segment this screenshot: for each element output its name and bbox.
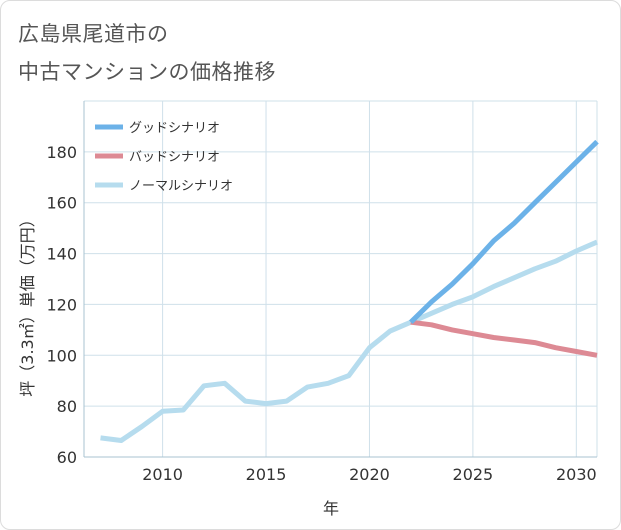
x-tick-label-2030: 2030 bbox=[556, 465, 597, 484]
series-line-1 bbox=[409, 139, 599, 324]
x-axis-label: 年 bbox=[323, 499, 339, 518]
series-lines bbox=[100, 139, 599, 443]
y-tick-label-100: 100 bbox=[46, 346, 77, 365]
axes bbox=[83, 101, 597, 458]
y-tick-label-120: 120 bbox=[46, 295, 77, 314]
x-tick-label-2020: 2020 bbox=[349, 465, 390, 484]
tick-labels: 60 80 100 120 140 160 180 2010 2015 2020 2025 2030 bbox=[46, 143, 596, 484]
chart-title-line-1: 広島県尾道市の bbox=[18, 22, 169, 46]
x-tick-label-2010: 2010 bbox=[142, 465, 183, 484]
x-tick-label-2025: 2025 bbox=[453, 465, 494, 484]
y-tick-label-160: 160 bbox=[46, 194, 77, 213]
series-line-3 bbox=[100, 239, 598, 443]
y-tick-label-60: 60 bbox=[57, 448, 77, 467]
grid-lines bbox=[84, 100, 598, 457]
legend-label-1: グッドシナリオ bbox=[129, 121, 220, 136]
y-tick-label-180: 180 bbox=[46, 143, 77, 162]
legend-label-2: バッドシナリオ bbox=[129, 150, 220, 165]
y-tick-label-80: 80 bbox=[57, 397, 77, 416]
legend-label-3: ノーマルシナリオ bbox=[129, 179, 233, 194]
y-axis-label: 坪（3.3㎡）単価（万円） bbox=[18, 211, 37, 396]
chart-title-line-2: 中古マンションの価格推移 bbox=[18, 60, 276, 84]
x-tick-label-2015: 2015 bbox=[246, 465, 287, 484]
y-tick-label-140: 140 bbox=[46, 245, 77, 264]
series-line-2 bbox=[410, 319, 598, 358]
